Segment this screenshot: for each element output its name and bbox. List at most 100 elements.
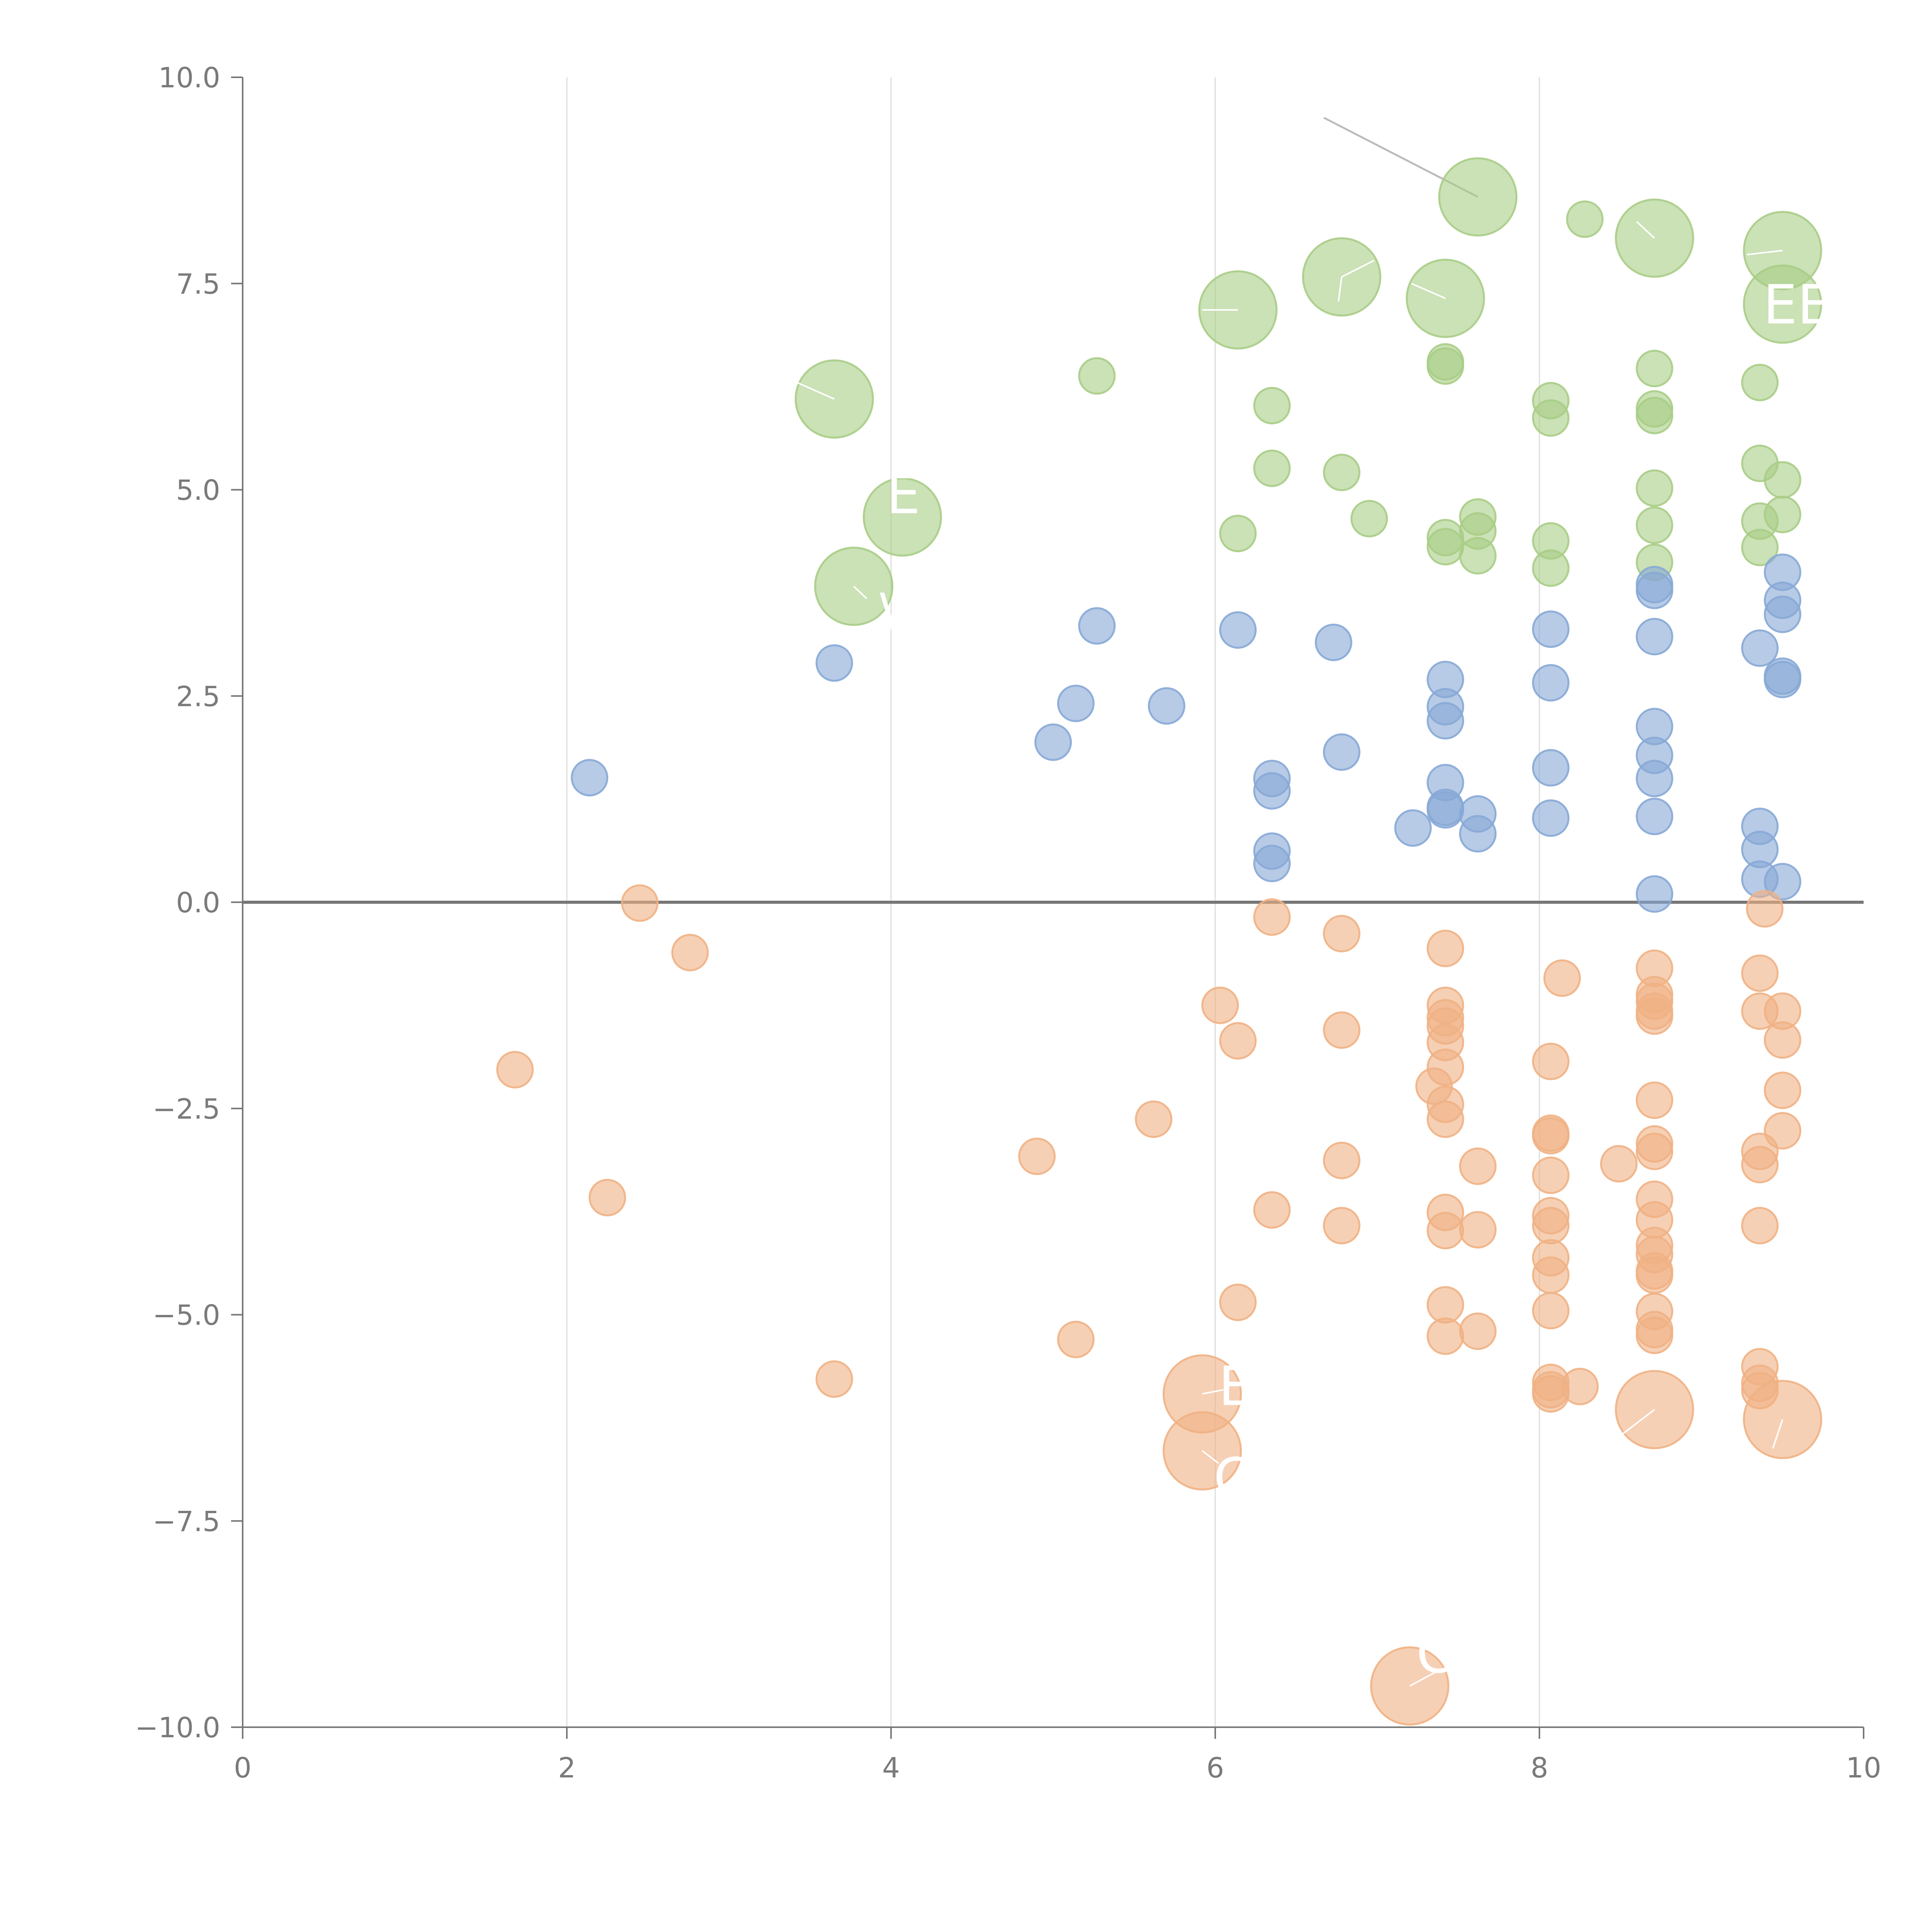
green-point [1427, 347, 1464, 385]
orange-point [1201, 986, 1239, 1024]
orange-point [1427, 1212, 1464, 1250]
axis-layer: −10.0 −7.5 −5.0 −2.5 0.0 2.5 5.0 7.5 10.0 0 2 4 6 8 10 [135, 61, 1881, 1784]
blue-point [1764, 863, 1801, 901]
orange-point [1532, 1043, 1570, 1080]
orange-point [1746, 890, 1784, 928]
orange-point [671, 934, 709, 971]
points-layer [496, 157, 1822, 1726]
blue-point [1741, 629, 1779, 667]
annotation-leader-line [1337, 277, 1343, 302]
orange-point [1459, 1147, 1497, 1185]
orange-point [1741, 1207, 1779, 1245]
green-point [1438, 157, 1518, 237]
orange-point [1636, 1316, 1673, 1354]
blue-point [1532, 610, 1570, 648]
orange-point [1427, 1048, 1464, 1086]
y-tick-label: 10.0 [158, 61, 220, 94]
x-tick-label: 8 [1531, 1752, 1548, 1784]
y-tick-label: 0.0 [176, 886, 220, 919]
green-point [1253, 387, 1291, 425]
green-point [1743, 264, 1822, 344]
orange-point [588, 1179, 626, 1216]
annotation-label: ( [1256, 505, 1277, 568]
orange-point [1636, 1081, 1673, 1119]
orange-point [1323, 915, 1361, 952]
blue-point [1764, 595, 1801, 633]
blue-point [1636, 798, 1673, 835]
green-point [1764, 461, 1801, 499]
y-tick-label: −2.5 [153, 1093, 220, 1125]
blue-point [1034, 723, 1072, 761]
blue-point [1764, 661, 1801, 699]
y-tick-label: −5.0 [153, 1299, 220, 1332]
orange-point [496, 1051, 534, 1088]
orange-point [1323, 1011, 1361, 1049]
orange-point [1543, 959, 1581, 997]
blue-point [1253, 845, 1291, 883]
green-point [1636, 506, 1673, 544]
green-point [1764, 496, 1801, 534]
green-point [1427, 528, 1464, 566]
y-tick-label: −7.5 [153, 1505, 220, 1537]
orange-point [1253, 898, 1291, 936]
x-tick-label: 6 [1206, 1752, 1224, 1784]
orange-point [1561, 1367, 1599, 1405]
annotation-leader-line [1409, 1669, 1439, 1687]
blue-point [1459, 815, 1497, 853]
y-tick-label: −10.0 [135, 1711, 220, 1744]
blue-point [1057, 684, 1095, 722]
green-point [1459, 537, 1497, 575]
orange-point [1532, 1117, 1570, 1155]
green-point [1636, 350, 1673, 388]
green-point [1566, 200, 1604, 238]
orange-point [1323, 1207, 1361, 1245]
green-point [1323, 454, 1361, 492]
annotation-leader-line [1621, 1409, 1655, 1435]
blue-point [571, 759, 609, 797]
y-tick-label: 7.5 [176, 268, 220, 300]
orange-point [1764, 1071, 1801, 1109]
blue-point [815, 644, 853, 682]
blue-point [1636, 571, 1673, 609]
annotation-label: EEH [1763, 274, 1872, 337]
orange-point [815, 1360, 853, 1398]
orange-point [1427, 930, 1464, 968]
green-point [1350, 500, 1388, 537]
orange-point [1532, 1207, 1570, 1245]
leader-white-layer [796, 221, 1784, 1687]
annotation-leader-line [1636, 221, 1655, 239]
annotation-leader-line [853, 585, 867, 599]
annotation-label: C [1214, 1447, 1252, 1510]
blue-point [1636, 618, 1673, 656]
annotation-leader-line [1772, 1419, 1784, 1449]
green-point [1636, 396, 1673, 434]
orange-point [1219, 1022, 1257, 1060]
blue-point [1532, 799, 1570, 837]
green-point [1741, 364, 1779, 401]
blue-point [1315, 623, 1352, 661]
orange-point [1636, 1133, 1673, 1170]
orange-point [1427, 1286, 1464, 1324]
x-tick-label: 0 [234, 1752, 252, 1784]
green-point [1219, 515, 1257, 553]
blue-point [1394, 809, 1432, 847]
green-point [862, 477, 942, 557]
blue-point [1078, 607, 1116, 645]
orange-point [1459, 1312, 1497, 1350]
blue-point [1636, 875, 1673, 913]
orange-point [1636, 1256, 1673, 1294]
y-tick-label: 2.5 [176, 680, 220, 713]
orange-point [1600, 1145, 1638, 1183]
orange-point [1135, 1100, 1173, 1138]
blue-point [1532, 749, 1570, 787]
green-point [1636, 469, 1673, 507]
orange-point [1636, 997, 1673, 1035]
annotation-label: E [1218, 1355, 1252, 1418]
blue-point [1148, 687, 1185, 725]
orange-point [1427, 1317, 1464, 1355]
annotation-leader-line [1747, 250, 1783, 256]
blue-point [1427, 791, 1464, 829]
orange-point [1427, 1100, 1464, 1138]
